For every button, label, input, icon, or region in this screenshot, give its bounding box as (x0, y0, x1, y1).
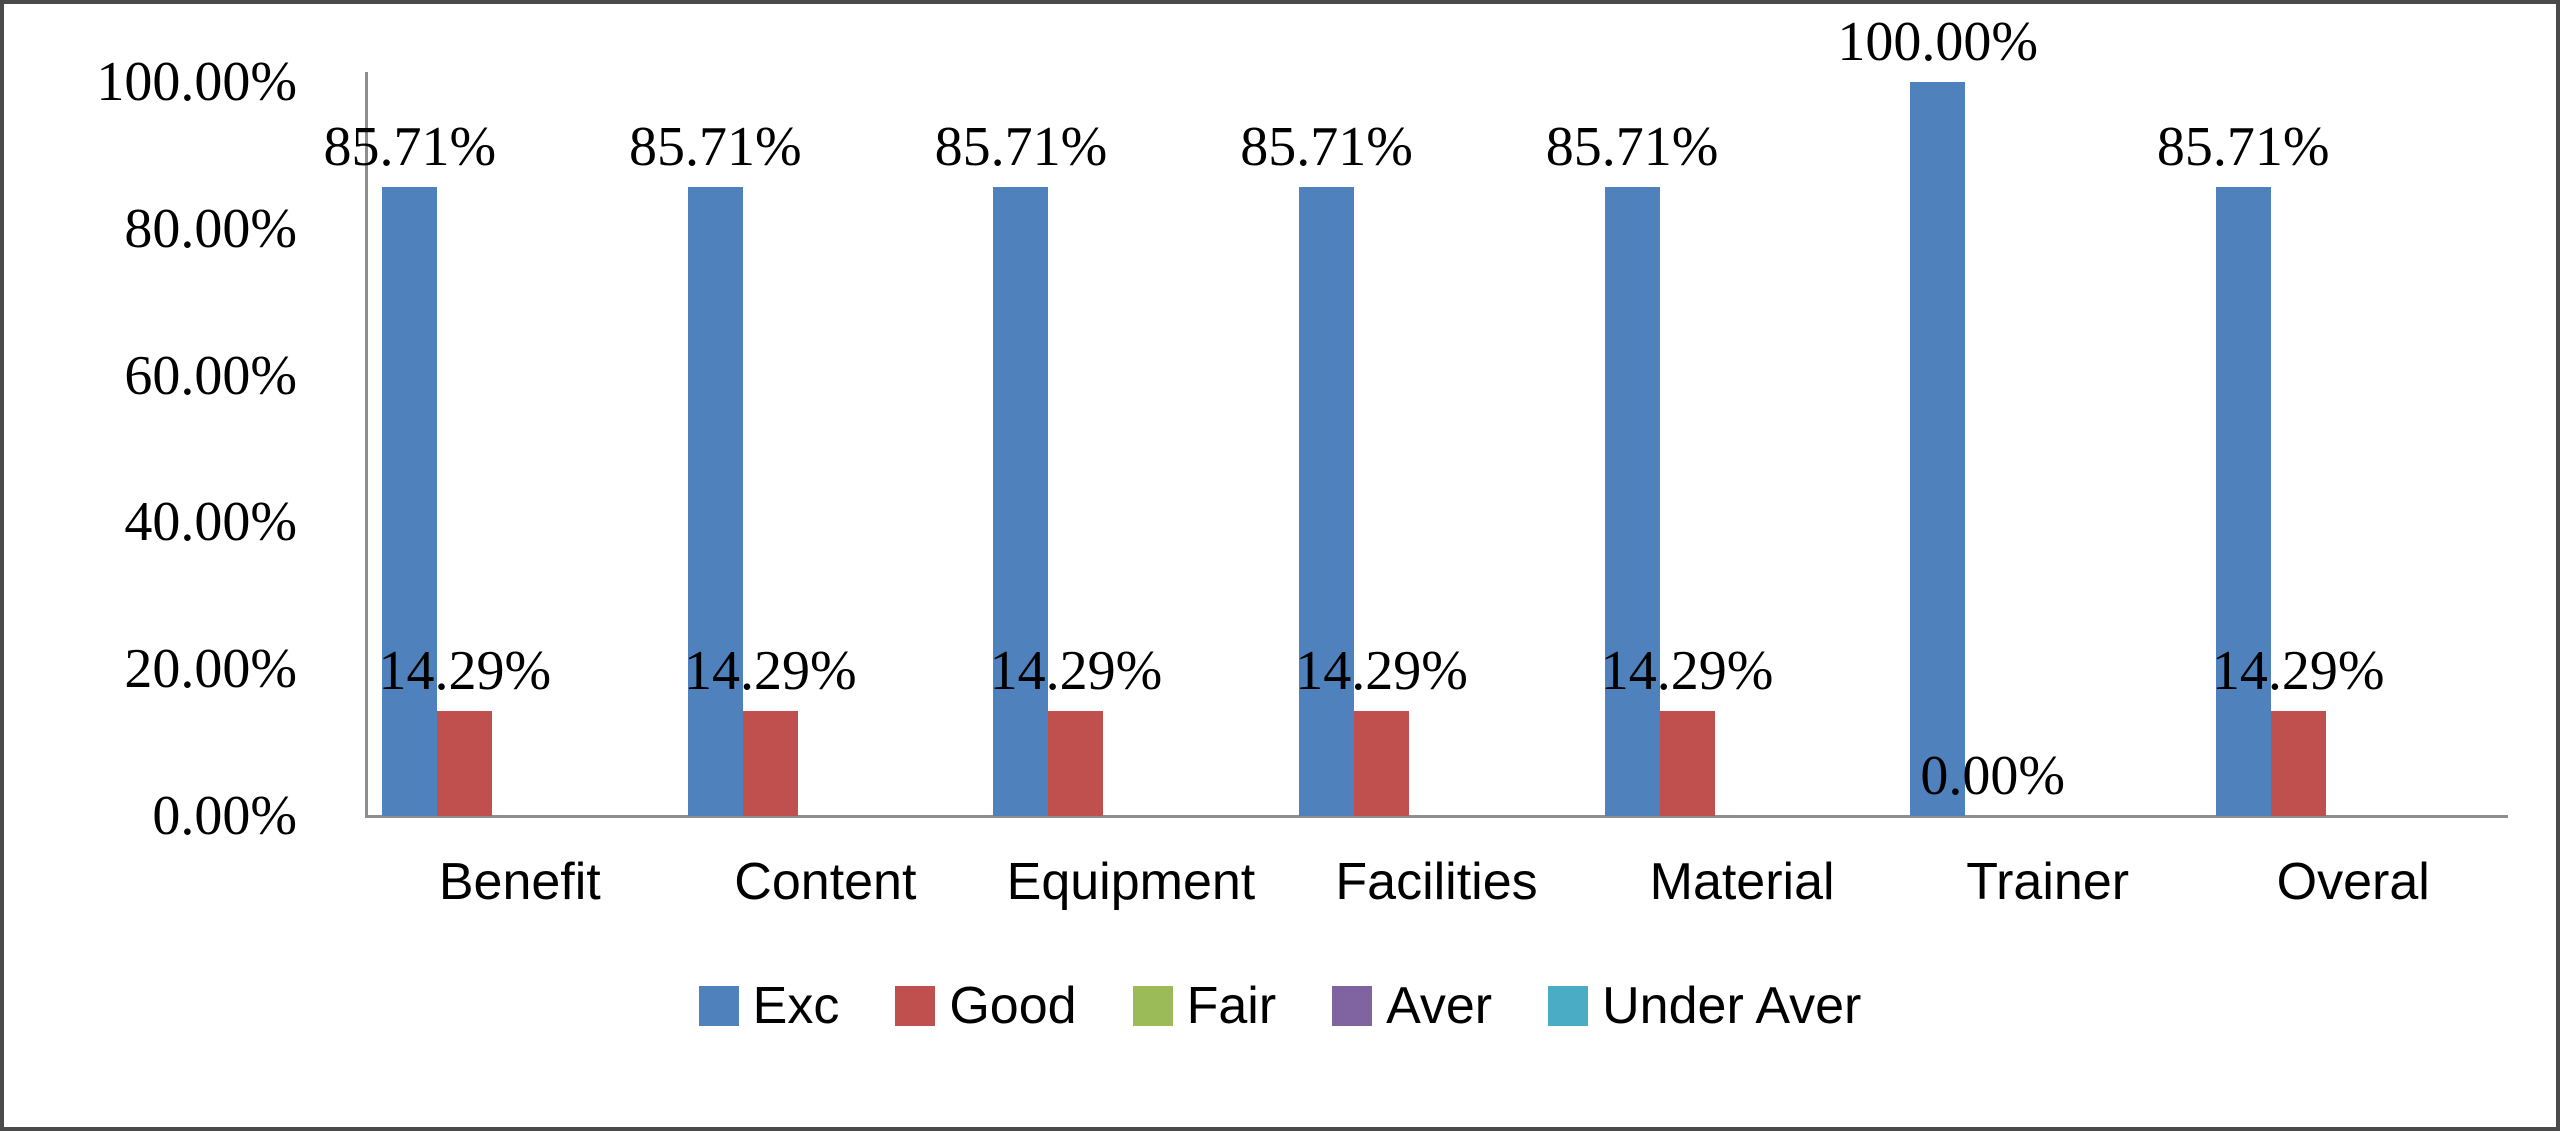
x-axis-labels: Benefit Content Equipment Facilities Materia… (367, 852, 2506, 912)
category-slot-trainer: 100.00% 0.00% (1837, 14, 2201, 816)
bar-exc: 100.00% (1837, 14, 2038, 816)
data-label: 0.00% (1920, 745, 2065, 807)
x-axis-label: Material (1649, 853, 1835, 911)
legend-marker-good (895, 986, 936, 1026)
bar-exc: 85.71% (2157, 119, 2330, 816)
bar-exc: 85.71% (629, 119, 802, 816)
data-label: 14.29% (1295, 640, 1468, 703)
x-axis-line (365, 815, 2508, 818)
legend-marker-aver (1332, 986, 1373, 1026)
legend-label: Exc (752, 977, 840, 1035)
x-axis-label: Benefit (438, 853, 601, 911)
legend-marker-fair (1132, 986, 1173, 1026)
bar-exc: 85.71% (323, 119, 496, 816)
category-slot-content: 85.71% 14.29% (629, 82, 979, 816)
legend-label: Good (949, 977, 1077, 1035)
legend-marker-under-aver (1548, 986, 1589, 1026)
data-label: 85.71% (1240, 115, 1413, 178)
bar-chart: 0.00% 20.00% 40.00% 60.00% 80.00% 100.00% 85.… (4, 4, 2556, 1127)
y-axis-line (365, 72, 368, 816)
data-label: 100.00% (1837, 11, 2038, 73)
data-label: 85.71% (1545, 115, 1719, 178)
x-axis-label: Facilities (1335, 853, 1538, 911)
bar-good: 14.29% (684, 643, 857, 816)
legend-label: Fair (1186, 977, 1277, 1035)
bar-exc: 85.71% (935, 119, 1107, 816)
y-tick-label: 100.00% (96, 51, 297, 113)
category-slot-equipment: 85.71% 14.29% (935, 82, 1284, 816)
data-label: 14.29% (684, 640, 857, 703)
x-axis-label: Trainer (1966, 853, 2130, 911)
y-tick-label: 20.00% (124, 638, 297, 701)
bar-good: 14.29% (2212, 643, 2385, 816)
data-label: 14.29% (2211, 640, 2385, 703)
legend-item-aver: Aver (1332, 976, 1492, 1036)
data-label: 14.29% (378, 640, 552, 703)
y-tick-label: 0.00% (152, 785, 297, 847)
data-label: 14.29% (1600, 640, 1774, 703)
legend-label: Aver (1386, 977, 1493, 1035)
bar-good: 14.29% (990, 643, 1162, 816)
plot-area: 85.71% 14.29% 85.71% 14.29% 85.71% 14.29% 85.7… (323, 14, 2508, 818)
legend-item-good: Good (895, 976, 1077, 1036)
category-slot-material: 85.71% 14.29% (1546, 82, 1895, 816)
y-tick-label: 40.00% (124, 491, 297, 554)
bar-good: 14.29% (1295, 643, 1468, 816)
legend-item-exc: Exc (698, 976, 840, 1036)
bar-exc: 85.71% (1546, 119, 1718, 816)
data-label: 85.71% (323, 115, 497, 178)
x-axis-label: Content (734, 853, 917, 911)
category-slot-facilities: 85.71% 14.29% (1240, 82, 1590, 816)
bar-slots: 85.71% 14.29% 85.71% 14.29% 85.71% 14.29% 85.7… (323, 14, 2506, 816)
legend-label: Under Aver (1602, 977, 1862, 1035)
data-label: 85.71% (629, 115, 802, 178)
legend-item-under-aver: Under Aver (1548, 976, 1861, 1036)
y-tick-label: 60.00% (124, 344, 297, 407)
bar-good: 14.29% (1601, 643, 1773, 816)
category-slot-benefit: 85.71% 14.29% (323, 82, 673, 816)
legend-marker-exc (698, 986, 739, 1026)
bar-exc: 85.71% (1240, 119, 1413, 816)
bar-good: 14.29% (378, 643, 551, 816)
x-axis-label: Equipment (1006, 853, 1256, 911)
data-label: 14.29% (989, 640, 1163, 703)
legend: Exc Good Fair Aver Under Aver (4, 976, 2556, 1036)
data-label: 85.71% (2156, 115, 2330, 178)
x-axis-label: Overal (2276, 853, 2430, 911)
category-slot-overal: 85.71% 14.29% (2157, 82, 2506, 816)
legend-item-fair: Fair (1132, 976, 1277, 1036)
data-label: 85.71% (934, 115, 1108, 178)
y-tick-label: 80.00% (124, 197, 297, 260)
y-axis: 0.00% 20.00% 40.00% 60.00% 80.00% 100.00% (4, 54, 367, 844)
